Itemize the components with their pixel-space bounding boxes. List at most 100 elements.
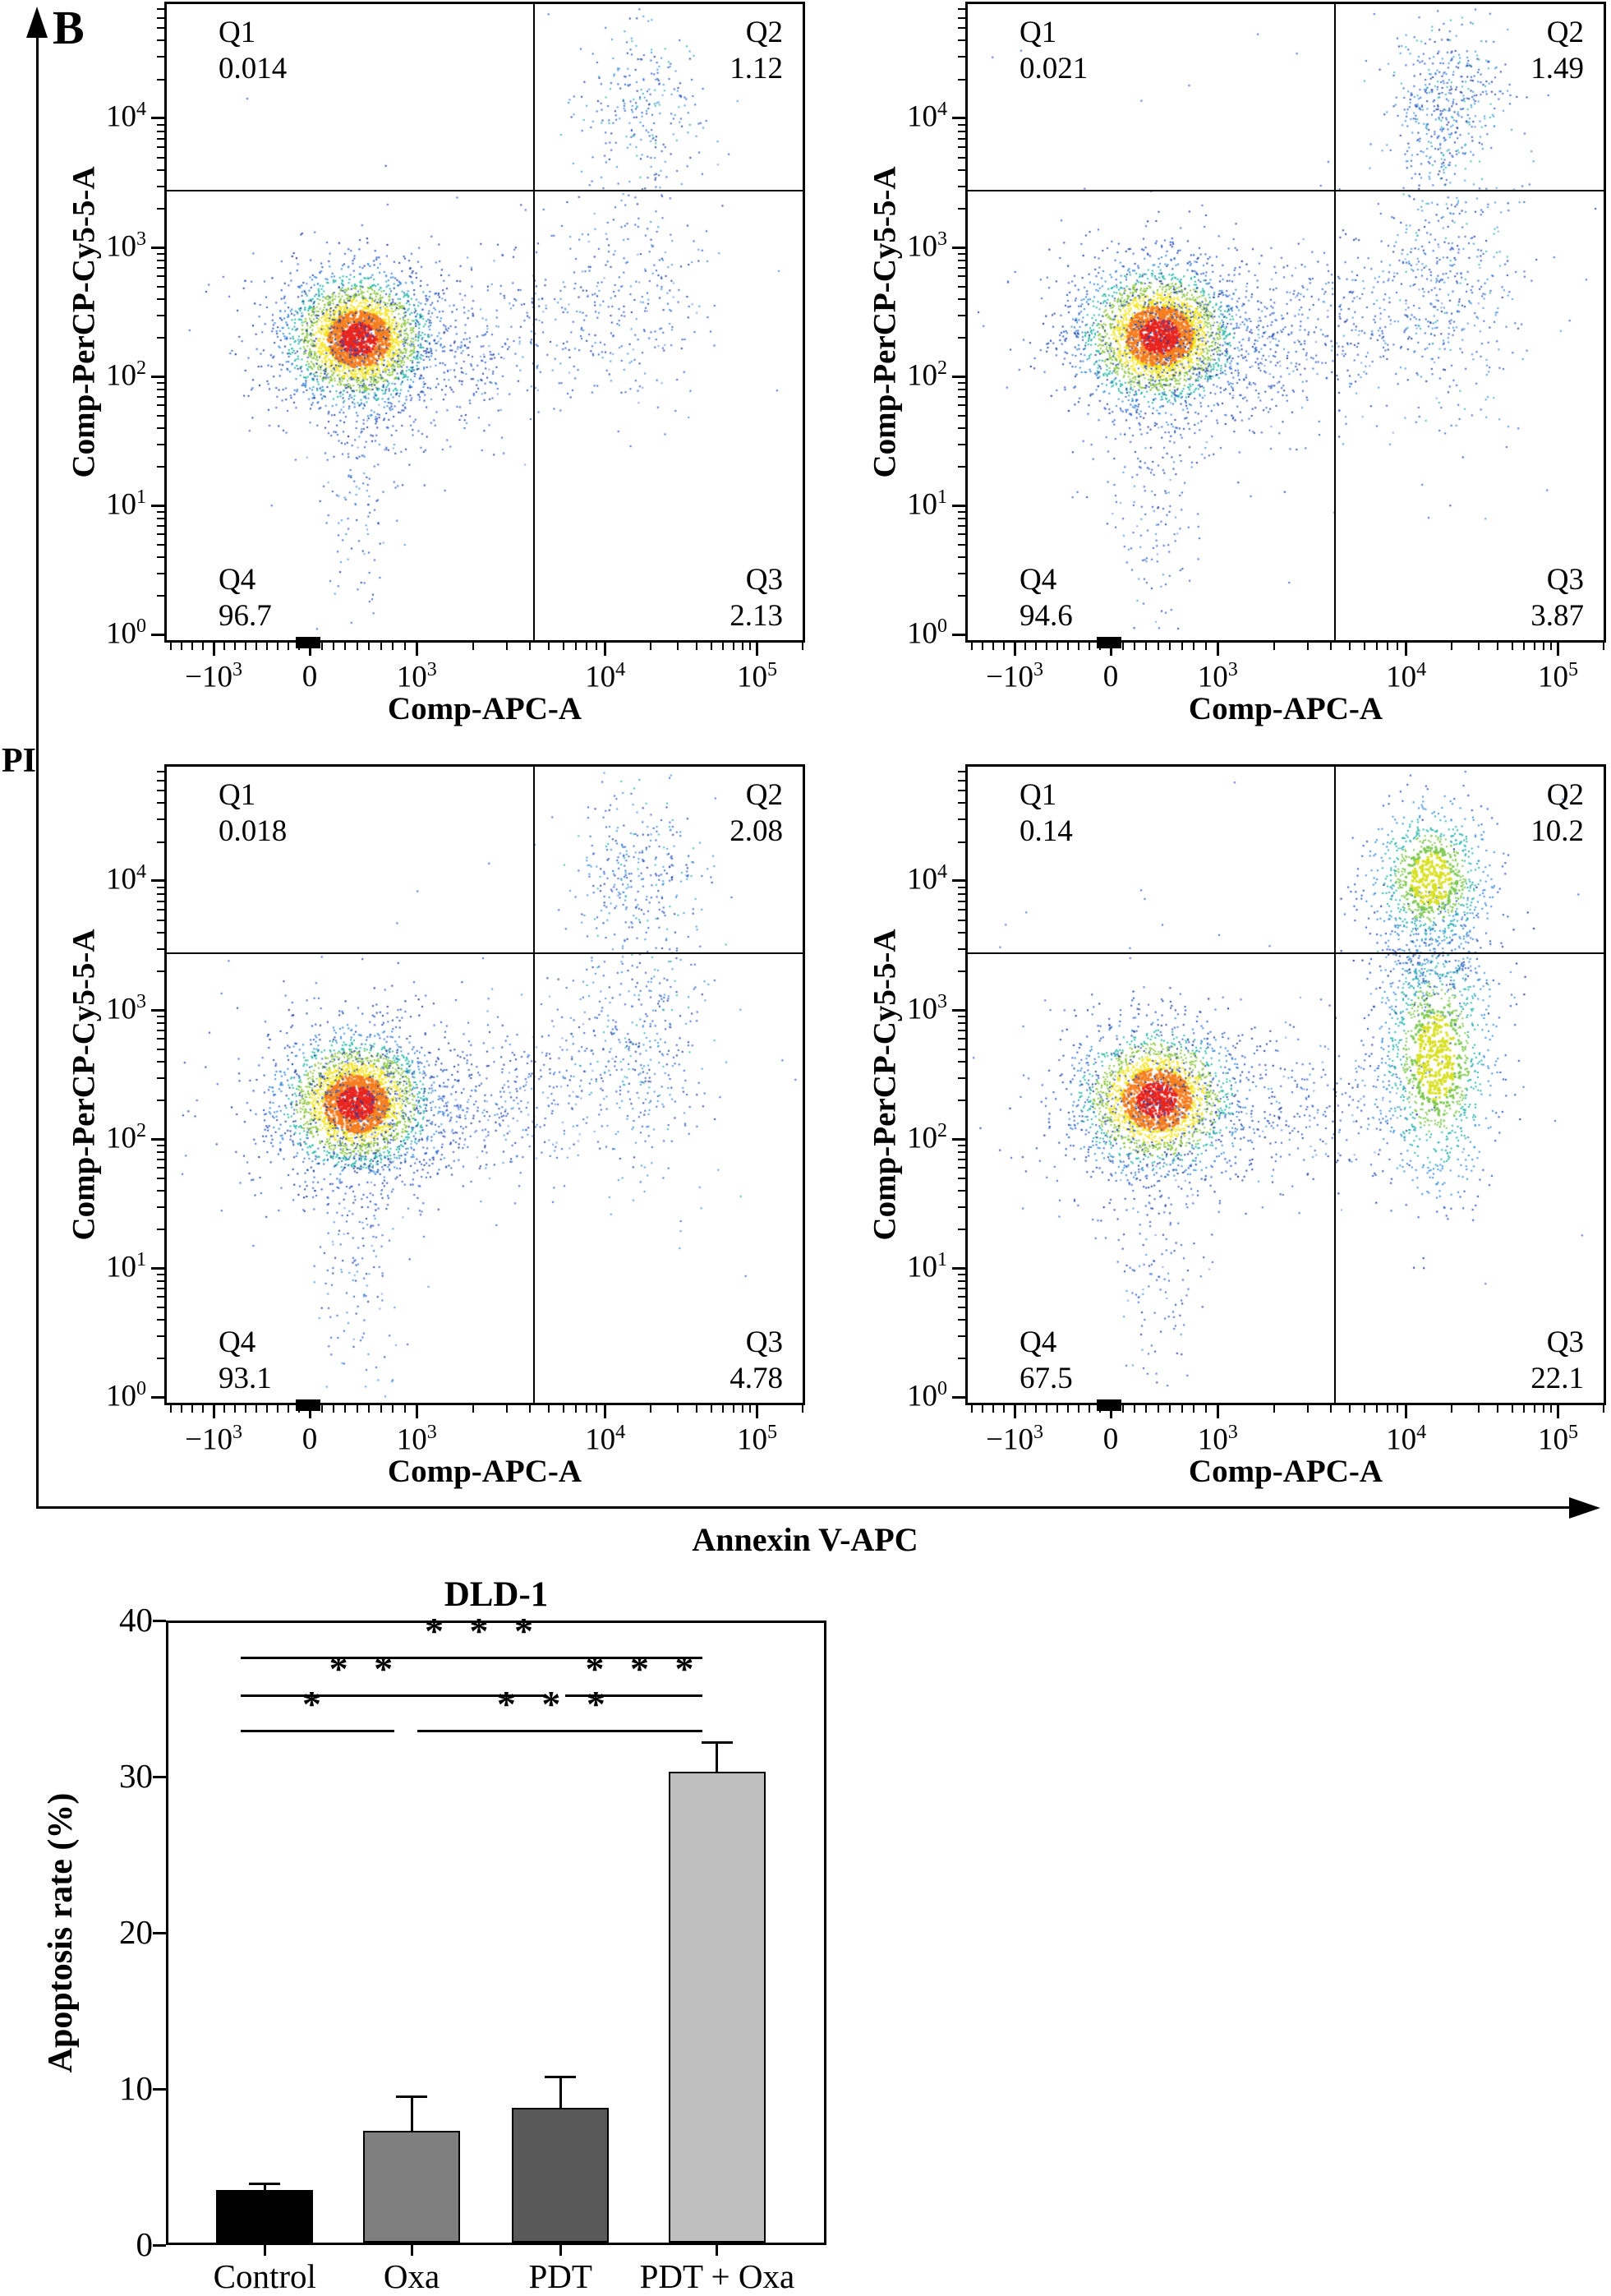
x-axis-minor-tick bbox=[586, 643, 587, 650]
y-axis-minor-tick bbox=[157, 511, 164, 513]
x-axis-minor-tick bbox=[380, 1405, 382, 1413]
y-axis-minor-tick bbox=[958, 131, 965, 132]
x-axis-minor-tick bbox=[202, 1405, 204, 1413]
y-axis-minor-tick bbox=[958, 556, 965, 558]
x-axis-tick-label: 103 bbox=[351, 659, 482, 694]
x-axis-minor-tick bbox=[1193, 1405, 1194, 1413]
x-axis-minor-tick bbox=[1512, 643, 1513, 650]
quadrant-q4-value: 96.7 bbox=[219, 600, 272, 634]
x-axis-minor-tick bbox=[1181, 1405, 1183, 1413]
y-axis-minor-tick bbox=[157, 1335, 164, 1337]
x-axis-minor-tick bbox=[1534, 1405, 1535, 1413]
y-axis-minor-tick bbox=[157, 1151, 164, 1153]
y-axis-minor-tick bbox=[958, 802, 965, 804]
y-axis-minor-tick bbox=[157, 260, 164, 261]
x-axis-minor-tick bbox=[223, 1405, 225, 1413]
x-axis-minor-tick bbox=[971, 643, 973, 650]
y-axis-minor-tick bbox=[157, 337, 164, 339]
quadrant-q2-label: Q2 bbox=[1547, 16, 1584, 50]
bar-y-axis-tick bbox=[153, 1932, 166, 1934]
bar-x-axis-tick bbox=[411, 2245, 413, 2256]
x-axis-minor-tick bbox=[1134, 643, 1135, 650]
x-axis-major-tick bbox=[1014, 643, 1016, 656]
x-axis-minor-tick bbox=[1024, 643, 1026, 650]
y-axis-minor-tick bbox=[958, 253, 965, 255]
quadrant-gate-horizontal-line bbox=[968, 190, 1604, 191]
significance-stars: * * bbox=[329, 1647, 402, 1690]
x-axis-minor-tick bbox=[506, 643, 508, 650]
y-axis-minor-tick bbox=[958, 544, 965, 546]
y-axis-minor-tick bbox=[157, 1280, 164, 1282]
y-axis-minor-tick bbox=[958, 382, 965, 384]
y-axis-minor-tick bbox=[157, 790, 164, 791]
error-bar-line bbox=[411, 2097, 413, 2131]
x-axis-minor-tick bbox=[344, 1405, 346, 1413]
y-axis-title: Comp-PerCP-Cy5-5-A bbox=[66, 166, 103, 477]
x-axis-minor-tick bbox=[575, 1405, 577, 1413]
y-axis-minor-tick bbox=[157, 27, 164, 29]
bar-y-axis-tick-label: 40 bbox=[87, 1600, 153, 1639]
significance-stars: * * * bbox=[586, 1647, 702, 1690]
y-axis-minor-tick bbox=[157, 518, 164, 519]
quadrant-q1-label: Q1 bbox=[219, 779, 255, 813]
x-axis-minor-tick bbox=[266, 643, 268, 650]
quadrant-gate-horizontal-line bbox=[167, 190, 803, 191]
significance-bracket bbox=[417, 1730, 702, 1732]
x-axis-minor-tick bbox=[1397, 643, 1398, 650]
y-axis-minor-tick bbox=[958, 466, 965, 468]
bar-y-axis-tick bbox=[153, 1620, 166, 1622]
y-axis-tick-label: 100 bbox=[49, 1378, 146, 1413]
x-axis-minor-tick bbox=[1543, 1405, 1544, 1413]
x-axis-minor-tick bbox=[1349, 1405, 1351, 1413]
x-axis-tick-label: 104 bbox=[540, 1422, 671, 1457]
y-axis-minor-tick bbox=[157, 920, 164, 921]
error-bar-cap bbox=[702, 1741, 733, 1744]
y-axis-minor-tick bbox=[958, 389, 965, 390]
scatter-canvas bbox=[167, 767, 803, 1403]
y-axis-major-tick bbox=[952, 1138, 965, 1141]
annexin-axis-arrowhead-icon bbox=[1569, 1497, 1600, 1519]
y-axis-minor-tick bbox=[157, 1307, 164, 1308]
quadrant-q2-value: 10.2 bbox=[1530, 815, 1584, 849]
x-axis-minor-tick bbox=[333, 1405, 334, 1413]
y-axis-minor-tick bbox=[958, 286, 965, 288]
y-axis-major-tick bbox=[151, 1267, 164, 1270]
x-axis-minor-tick bbox=[733, 1405, 734, 1413]
quadrant-q2-label: Q2 bbox=[746, 779, 783, 813]
x-axis-minor-tick bbox=[650, 1405, 651, 1413]
quadrant-q2-value: 1.49 bbox=[1530, 53, 1584, 86]
y-axis-minor-tick bbox=[958, 396, 965, 398]
quadrant-q1-label: Q1 bbox=[219, 16, 255, 50]
x-axis-minor-tick bbox=[1205, 643, 1207, 650]
x-axis-minor-tick bbox=[333, 643, 334, 650]
x-axis-major-tick bbox=[1405, 643, 1407, 656]
y-axis-tick-label: 100 bbox=[850, 1378, 947, 1413]
y-axis-minor-tick bbox=[157, 389, 164, 390]
bar-y-axis-tick-label: 0 bbox=[87, 2225, 153, 2264]
x-axis-zero-bold-tick bbox=[1097, 1399, 1121, 1411]
x-axis-minor-tick bbox=[1035, 1405, 1037, 1413]
y-axis-major-tick bbox=[952, 1267, 965, 1270]
x-axis-minor-tick bbox=[288, 643, 289, 650]
y-axis-major-tick bbox=[952, 879, 965, 882]
y-axis-minor-tick bbox=[157, 1190, 164, 1192]
y-axis-minor-tick bbox=[157, 17, 164, 19]
x-axis-minor-tick bbox=[529, 1405, 531, 1413]
y-axis-minor-tick bbox=[157, 1030, 164, 1031]
x-axis-minor-tick bbox=[404, 1405, 406, 1413]
y-axis-major-tick bbox=[952, 505, 965, 507]
x-axis-minor-tick bbox=[1497, 643, 1498, 650]
x-axis-minor-tick bbox=[1089, 643, 1090, 650]
x-axis-minor-tick bbox=[506, 1405, 508, 1413]
bar-y-axis-tick bbox=[153, 1776, 166, 1778]
y-axis-minor-tick bbox=[157, 157, 164, 159]
x-axis-minor-tick bbox=[181, 643, 182, 650]
y-axis-minor-tick bbox=[157, 79, 164, 81]
bar-category-label: Control bbox=[214, 2257, 316, 2296]
y-axis-minor-tick bbox=[958, 818, 965, 820]
quadrant-q1-label: Q1 bbox=[1020, 16, 1056, 50]
y-axis-minor-tick bbox=[958, 124, 965, 126]
x-axis-tick-label: 104 bbox=[540, 659, 671, 694]
y-axis-major-tick bbox=[952, 376, 965, 378]
x-axis-zero-bold-tick bbox=[1097, 637, 1121, 648]
